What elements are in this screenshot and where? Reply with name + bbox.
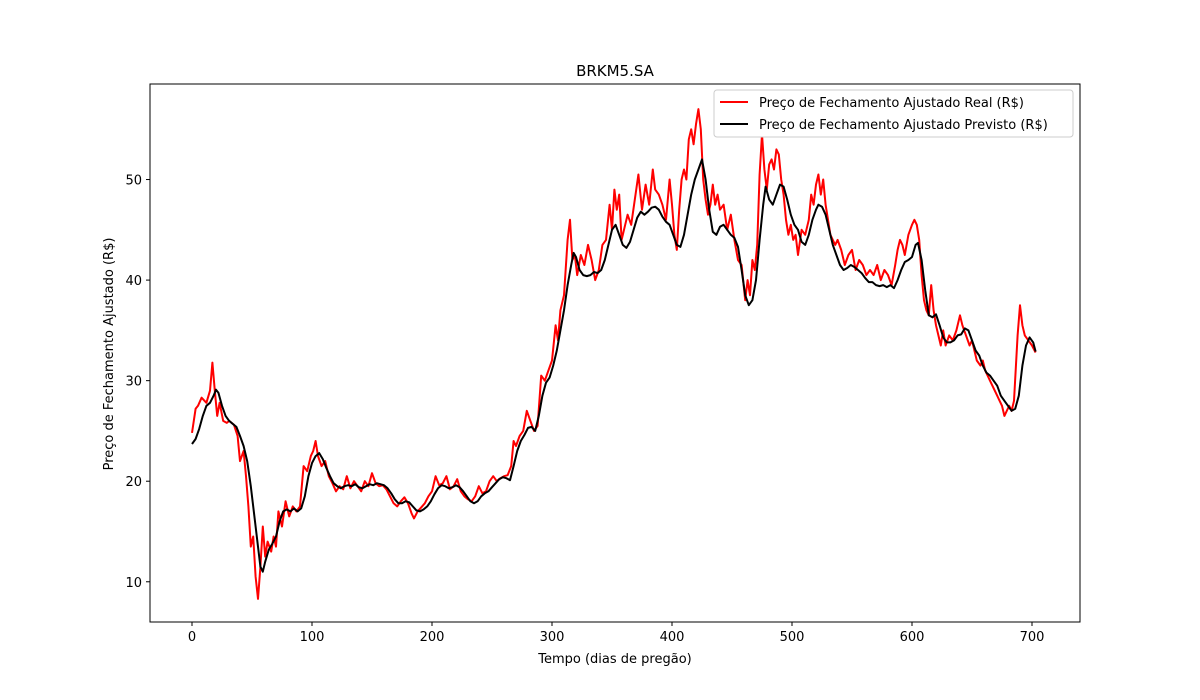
axes-frame [149, 83, 1081, 623]
plot-area [149, 83, 1081, 623]
series-line-predicted [191, 158, 1037, 573]
x-axis-label: Tempo (dias de pregão) [537, 652, 691, 667]
y-tick-label: 50 [125, 174, 142, 189]
y-tick-label: 20 [125, 475, 142, 490]
series-line-real [191, 108, 1037, 600]
x-tick-label: 300 [540, 630, 565, 645]
chart-title: BRKM5.SA [576, 62, 655, 80]
x-tick-label: 700 [1020, 630, 1045, 645]
x-tick-label: 100 [300, 630, 325, 645]
x-tick-label: 200 [420, 630, 445, 645]
x-tick-label: 600 [900, 630, 925, 645]
y-tick-label: 10 [125, 576, 142, 591]
y-axis-ticks: 10 20 30 40 50 [125, 174, 150, 591]
y-tick-label: 30 [125, 375, 142, 390]
legend-label-predicted: Preço de Fechamento Ajustado Previsto (R… [759, 118, 1048, 133]
x-axis-ticks: 0 100 200 300 400 500 600 700 [188, 622, 1045, 645]
x-tick-label: 500 [780, 630, 805, 645]
x-tick-label: 400 [660, 630, 685, 645]
y-axis-label: Preço de Fechamento Ajustado (R$) [102, 238, 117, 471]
legend: Preço de Fechamento Ajustado Real (R$) P… [713, 89, 1074, 138]
y-tick-label: 40 [125, 274, 142, 289]
legend-label-real: Preço de Fechamento Ajustado Real (R$) [759, 96, 1024, 111]
x-tick-label: 0 [188, 630, 196, 645]
legend-box [713, 89, 1074, 138]
